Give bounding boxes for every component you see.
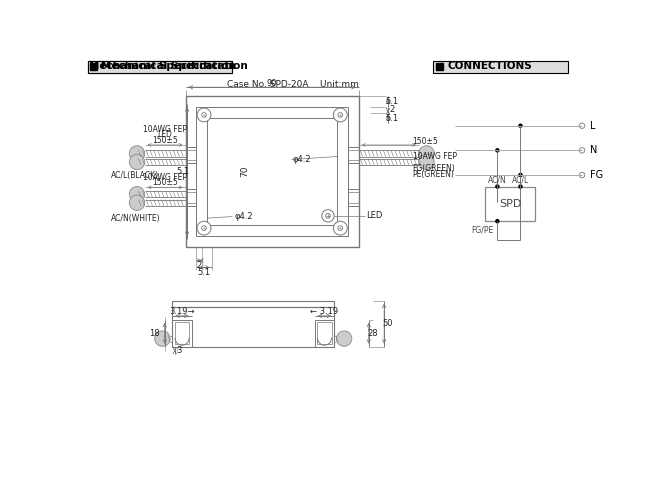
Text: ← 3.19: ← 3.19 [310, 307, 338, 316]
Text: 3: 3 [176, 346, 182, 355]
Circle shape [338, 113, 342, 117]
Circle shape [334, 108, 347, 122]
Bar [315, 320, 334, 347]
Circle shape [129, 186, 145, 202]
Bar [91, 63, 97, 69]
Bar [348, 146, 358, 163]
Text: SPD: SPD [499, 199, 521, 209]
Circle shape [326, 213, 330, 218]
Text: 2: 2 [389, 105, 395, 114]
Text: φ4.2: φ4.2 [293, 155, 312, 164]
Circle shape [580, 172, 585, 178]
Text: FG: FG [590, 170, 603, 180]
Circle shape [129, 154, 145, 170]
Bar [172, 320, 192, 347]
Bar [88, 61, 232, 72]
Bar [186, 146, 196, 163]
Circle shape [580, 148, 585, 153]
Text: LED: LED [366, 211, 383, 220]
Text: 10AWG FEP: 10AWG FEP [143, 125, 187, 134]
Circle shape [155, 331, 170, 346]
Circle shape [202, 113, 206, 117]
Text: 50: 50 [383, 319, 393, 328]
Text: 28: 28 [367, 329, 378, 338]
Text: φ4.2: φ4.2 [234, 212, 253, 221]
Text: 70: 70 [240, 166, 249, 177]
Text: Mechanical Specification: Mechanical Specification [100, 61, 248, 71]
Bar [348, 189, 358, 206]
Bar [317, 322, 332, 344]
Text: 5.1: 5.1 [176, 167, 189, 176]
Bar [436, 63, 443, 70]
Text: AC/L(BLACK): AC/L(BLACK) [111, 171, 159, 180]
Text: AC/L: AC/L [512, 176, 529, 185]
Bar [207, 118, 337, 225]
Text: 150±5: 150±5 [413, 137, 438, 145]
Text: PE(GREEN): PE(GREEN) [413, 170, 454, 180]
Bar [88, 61, 232, 72]
Circle shape [580, 123, 585, 128]
Text: Mechanical Specification: Mechanical Specification [89, 61, 236, 71]
Text: 10AWG FEP: 10AWG FEP [143, 173, 187, 182]
Text: 90: 90 [267, 79, 277, 88]
Bar [186, 97, 358, 247]
Text: Case No. SPD-20A    Unit:mm: Case No. SPD-20A Unit:mm [227, 80, 359, 89]
Text: LED: LED [157, 130, 173, 140]
Text: 2: 2 [196, 261, 202, 270]
Circle shape [519, 173, 522, 177]
Circle shape [322, 210, 334, 222]
Text: FG(GREEN): FG(GREEN) [413, 164, 456, 172]
Bar [175, 322, 190, 344]
Text: 5.1: 5.1 [198, 268, 211, 277]
Bar [485, 186, 535, 221]
Text: L: L [590, 121, 595, 131]
Circle shape [202, 226, 206, 230]
Bar [196, 107, 348, 236]
Text: 3.19→: 3.19→ [170, 307, 195, 316]
Circle shape [496, 185, 499, 188]
Circle shape [519, 124, 522, 127]
Circle shape [129, 195, 145, 211]
Bar [433, 61, 568, 72]
Circle shape [334, 221, 347, 235]
Bar [172, 307, 334, 347]
Circle shape [336, 331, 352, 346]
Circle shape [519, 185, 522, 188]
Text: 10AWG FEP: 10AWG FEP [413, 152, 457, 161]
Circle shape [496, 149, 499, 152]
Text: FG/PE: FG/PE [471, 226, 494, 235]
Text: CONNECTIONS: CONNECTIONS [448, 61, 532, 71]
Circle shape [419, 146, 434, 161]
Circle shape [419, 154, 434, 170]
Circle shape [129, 146, 145, 161]
Text: AC/N: AC/N [488, 176, 507, 185]
Text: 150±5: 150±5 [152, 136, 178, 145]
Text: 5.1: 5.1 [385, 98, 399, 106]
Circle shape [496, 220, 499, 223]
Circle shape [197, 108, 211, 122]
Text: N: N [590, 145, 597, 156]
Text: 150±5: 150±5 [152, 178, 178, 187]
Text: 5.1: 5.1 [385, 114, 399, 123]
Text: AC/N(WHITE): AC/N(WHITE) [111, 213, 160, 223]
Circle shape [197, 221, 211, 235]
Bar [90, 63, 97, 70]
Bar [186, 189, 196, 206]
Bar [172, 300, 334, 307]
Text: 18: 18 [149, 329, 159, 338]
Circle shape [338, 226, 342, 230]
